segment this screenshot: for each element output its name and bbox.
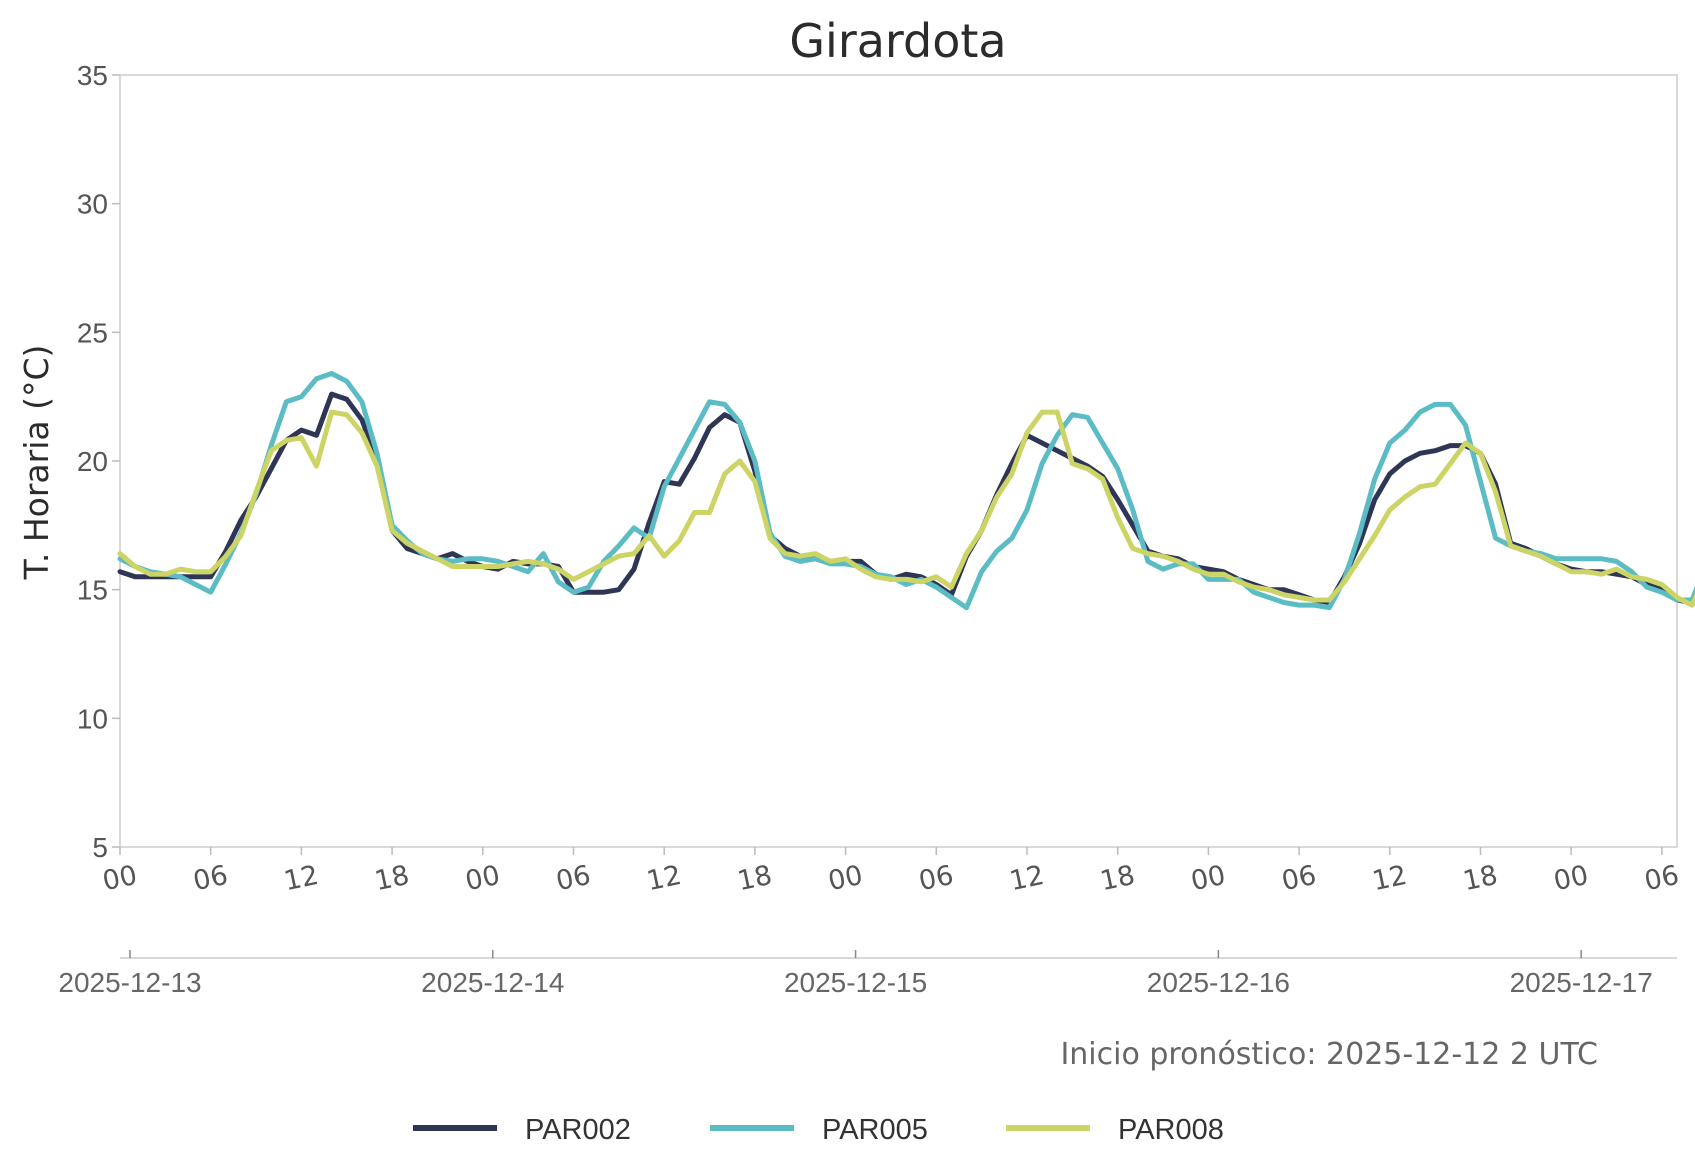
date-tick-group: 2025-12-13 2025-12-14 2025-12-15 2025-12-16… — [58, 950, 1653, 998]
x-tick-label: 00 — [463, 860, 503, 897]
x-tick-group: 00 06 12 18 00 06 12 18 00 06 12 18 00 06 12 18 00 06 — [100, 847, 1682, 897]
y-tick-label: 35 — [77, 60, 108, 91]
series-lines — [117, 371, 1695, 611]
x-tick-label: 00 — [825, 860, 865, 897]
chart-title: Girardota — [789, 14, 1006, 68]
date-tick-label: 2025-12-16 — [1147, 967, 1290, 998]
x-tick-label: 18 — [1098, 860, 1138, 897]
y-tick-label: 5 — [92, 832, 108, 863]
x-tick-label: 12 — [1007, 860, 1047, 897]
y-tick-label: 30 — [77, 189, 108, 220]
x-tick-label: 00 — [1551, 860, 1591, 897]
forecast-start-note: Inicio pronóstico: 2025-12-12 2 UTC — [1060, 1037, 1598, 1072]
legend-label-par005: PAR005 — [822, 1114, 928, 1146]
x-tick-label: 06 — [1279, 860, 1319, 897]
plot-frame — [119, 74, 1678, 848]
x-tick-label: 12 — [1370, 860, 1410, 897]
series-line-par008 — [117, 409, 1695, 608]
x-tick-label: 06 — [553, 860, 593, 897]
x-tick-label: 00 — [100, 860, 140, 897]
x-tick-label: 18 — [735, 860, 775, 897]
y-tick-group: 5 10 15 20 25 30 35 — [77, 60, 120, 863]
date-tick-label: 2025-12-13 — [58, 967, 201, 998]
x-tick-label: 18 — [1460, 860, 1500, 897]
date-tick-label: 2025-12-14 — [421, 967, 564, 998]
x-tick-label: 06 — [916, 860, 956, 897]
date-tick-label: 2025-12-17 — [1510, 967, 1653, 998]
y-axis-label: T. Horaria (°C) — [17, 345, 56, 581]
legend-label-par008: PAR008 — [1118, 1114, 1224, 1146]
x-tick-label: 12 — [644, 860, 684, 897]
x-tick-label: 18 — [372, 860, 412, 897]
legend: PAR002 PAR005 PAR008 — [413, 1114, 1224, 1146]
x-tick-label: 12 — [281, 860, 321, 897]
y-tick-label: 15 — [77, 575, 108, 606]
x-tick-label: 06 — [191, 860, 231, 897]
y-tick-label: 20 — [77, 446, 108, 477]
y-tick-label: 10 — [77, 703, 108, 734]
x-tick-label: 06 — [1642, 860, 1682, 897]
y-tick-label: 25 — [77, 317, 108, 348]
legend-label-par002: PAR002 — [525, 1114, 631, 1146]
x-tick-label: 00 — [1188, 860, 1228, 897]
date-tick-label: 2025-12-15 — [784, 967, 927, 998]
